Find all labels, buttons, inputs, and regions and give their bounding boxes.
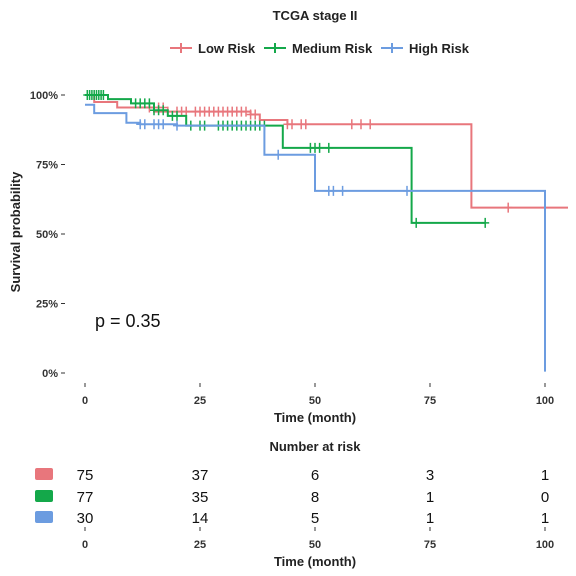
x-axis-label: Time (month) [274, 410, 356, 425]
risk-table: 75 37 6 3 1 77 35 8 1 0 30 14 5 1 1 [35, 467, 549, 527]
plot-title: TCGA stage II [273, 8, 358, 23]
risk-count: 30 [77, 510, 94, 527]
risk-row-swatch [35, 468, 53, 480]
censor-mark-medium-risk [159, 105, 168, 116]
x-tick-label: 0 [82, 395, 88, 407]
censor-mark-low-risk [242, 106, 250, 117]
risk-x-tick-label: 100 [536, 539, 554, 551]
risk-count: 1 [426, 510, 434, 527]
x-tick-label: 50 [309, 395, 321, 407]
x-tick-label: 100 [536, 395, 554, 407]
censor-mark-high-risk [403, 185, 411, 196]
y-tick-label: 75% [36, 160, 58, 172]
censor-mark-low-risk [251, 109, 260, 120]
censor-mark-high-risk [338, 185, 347, 196]
legend-item-low-risk: Low Risk [170, 41, 256, 56]
censor-mark-low-risk [301, 119, 310, 130]
censor-mark-low-risk [288, 119, 296, 130]
risk-table-x-ticks: 0 25 50 75 100 [82, 527, 554, 551]
risk-x-tick-label: 75 [424, 539, 436, 551]
risk-count: 75 [77, 467, 94, 484]
survival-curves [83, 90, 568, 372]
risk-row-swatch [35, 511, 53, 523]
risk-count: 1 [541, 467, 549, 484]
y-tick-label: 25% [36, 299, 58, 311]
censor-mark-medium-risk [412, 217, 421, 228]
risk-count: 5 [311, 510, 319, 527]
risk-table-title: Number at risk [269, 439, 361, 454]
y-tick-label: 50% [36, 229, 58, 241]
p-value-annotation: p = 0.35 [95, 311, 161, 331]
legend-label-high-risk: High Risk [409, 41, 470, 56]
risk-count: 1 [426, 489, 434, 506]
y-axis-label: Survival probability [8, 171, 23, 292]
legend-label-low-risk: Low Risk [198, 41, 256, 56]
risk-count: 3 [426, 467, 434, 484]
risk-count: 35 [192, 489, 209, 506]
legend: Low Risk Medium Risk High Risk [170, 41, 470, 56]
censor-mark-low-risk [504, 202, 513, 213]
risk-count: 37 [192, 467, 209, 484]
censor-mark-medium-risk [324, 142, 333, 153]
legend-item-high-risk: High Risk [381, 41, 470, 56]
censor-mark-high-risk [159, 119, 168, 130]
y-axis-ticks: 0% 25% 50% 75% 100% [30, 90, 65, 380]
censor-mark-high-risk [274, 149, 283, 160]
legend-label-medium-risk: Medium Risk [292, 41, 373, 56]
risk-row-swatch [35, 490, 53, 502]
risk-count: 6 [311, 467, 319, 484]
y-tick-label: 0% [42, 368, 58, 380]
censor-mark-high-risk [140, 119, 149, 130]
risk-count: 14 [192, 510, 209, 527]
risk-x-tick-label: 25 [194, 539, 206, 551]
risk-count: 8 [311, 489, 319, 506]
legend-item-medium-risk: Medium Risk [264, 41, 373, 56]
risk-count: 77 [77, 489, 94, 506]
x-tick-label: 25 [194, 395, 206, 407]
censor-mark-low-risk [357, 119, 365, 130]
risk-count: 0 [541, 489, 549, 506]
censor-mark-medium-risk [145, 98, 154, 109]
censor-mark-high-risk [173, 120, 181, 131]
censor-mark-low-risk [347, 119, 356, 130]
x-tick-label: 75 [424, 395, 436, 407]
risk-count: 1 [541, 510, 549, 527]
censor-mark-medium-risk [315, 142, 324, 153]
risk-x-tick-label: 50 [309, 539, 321, 551]
risk-x-tick-label: 0 [82, 539, 88, 551]
censor-mark-low-risk [366, 119, 375, 130]
censor-mark-medium-risk [173, 110, 181, 121]
survival-curve-medium-risk [85, 94, 486, 224]
x-axis-ticks: 0 25 50 75 100 [82, 383, 554, 407]
censor-mark-medium-risk [99, 90, 108, 100]
censor-mark-medium-risk [481, 217, 490, 228]
censor-mark-high-risk [329, 185, 338, 196]
y-tick-label: 100% [30, 90, 58, 102]
risk-table-x-axis-label: Time (month) [274, 554, 356, 569]
